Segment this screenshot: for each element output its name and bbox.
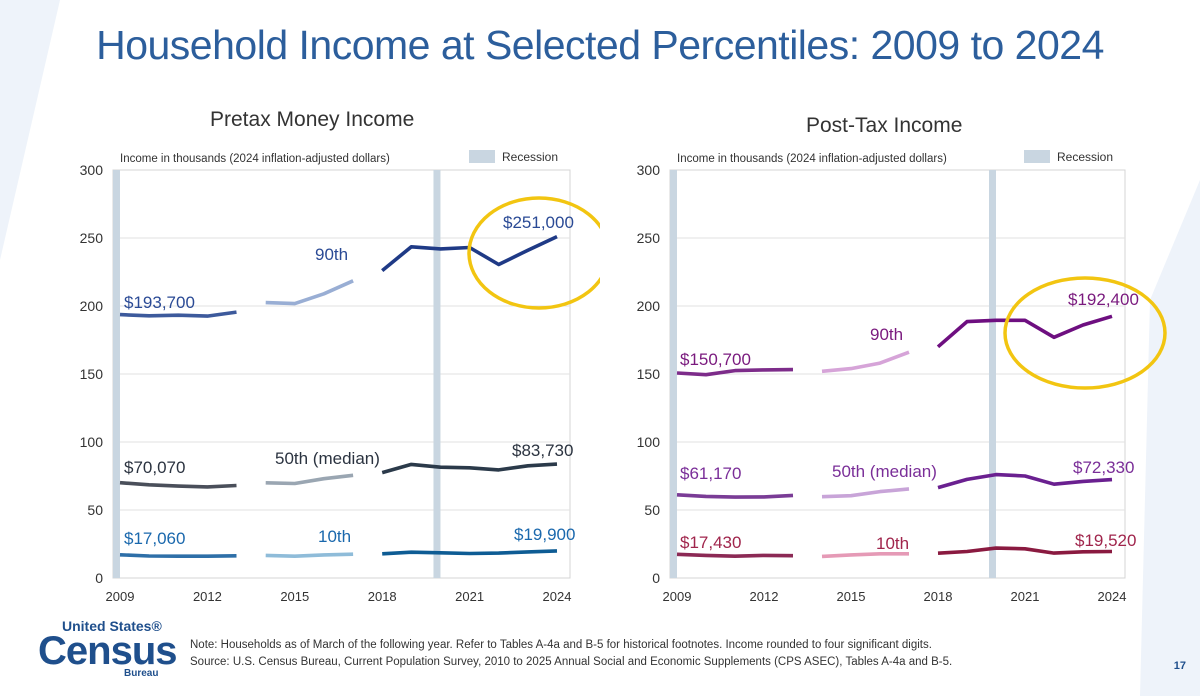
highlight-circle — [467, 196, 600, 310]
chart-pretax: 0 50 100 150 200 250 300 2009 2012 2015 2018 2021 20… — [80, 150, 600, 604]
series-line-90th — [676, 367, 794, 377]
series-line-90th — [119, 310, 237, 318]
logo-line2: Census — [38, 629, 177, 673]
end-value-label-90th: $251,000 — [503, 213, 574, 232]
x-tick-label: 2009 — [663, 589, 692, 604]
y-tick-label: 150 — [637, 366, 661, 382]
series-line-50th — [676, 493, 794, 499]
end-value-label-10th: $19,900 — [514, 525, 575, 544]
y-tick-label: 100 — [637, 434, 661, 450]
series-line-90th — [821, 350, 910, 374]
chart-title-pretax: Pretax Money Income — [210, 108, 415, 131]
end-value-label-50th: $72,330 — [1073, 458, 1134, 477]
x-tick-label: 2024 — [1098, 589, 1127, 604]
chart-posttax: 0 50 100 150 200 250 300 2009 2012 2015 2018 2021 20… — [637, 150, 1167, 604]
x-tick-label: 2015 — [837, 589, 866, 604]
y-tick-label: 200 — [637, 298, 661, 314]
y-tick-label: 250 — [637, 230, 661, 246]
series-label-50th: 50th (median) — [275, 449, 380, 468]
y-tick-label: 150 — [80, 366, 104, 382]
x-tick-label: 2018 — [924, 589, 953, 604]
end-value-label-10th: $19,520 — [1075, 531, 1136, 550]
y-tick-label: 50 — [644, 502, 660, 518]
recession-bar — [670, 170, 677, 578]
recession-bar — [113, 170, 120, 578]
start-value-label-10th: $17,060 — [124, 529, 185, 548]
legend-swatch — [469, 150, 495, 163]
page-number: 17 — [1173, 660, 1186, 672]
end-value-label-50th: $83,730 — [512, 441, 573, 460]
footnote-source: Source: U.S. Census Bureau, Current Popu… — [190, 656, 953, 668]
series-line-10th — [937, 546, 1113, 555]
x-tick-label: 2024 — [543, 589, 572, 604]
series-line-90th — [936, 314, 1113, 349]
series-line-10th — [119, 553, 237, 559]
x-tick-label: 2021 — [455, 589, 484, 604]
series-label-10th: 10th — [876, 534, 909, 553]
logo-line1: United States® — [62, 618, 162, 634]
series-label-90th: 90th — [315, 245, 348, 264]
legend-label: Recession — [502, 150, 558, 164]
highlight-circle — [1003, 276, 1167, 390]
y-tick-label: 100 — [80, 434, 104, 450]
series-line-50th — [381, 462, 558, 475]
series-label-90th: 90th — [870, 325, 903, 344]
x-tick-label: 2015 — [280, 589, 309, 604]
start-value-label-50th: $61,170 — [680, 464, 741, 483]
series-line-50th — [821, 487, 910, 499]
footnote-note: Note: Households as of March of the foll… — [190, 639, 932, 651]
y-tick-label: 0 — [95, 570, 103, 586]
x-tick-label: 2021 — [1011, 589, 1040, 604]
chart-title-posttax: Post-Tax Income — [806, 114, 963, 137]
legend-label: Recession — [1057, 150, 1113, 164]
series-line-50th — [119, 480, 237, 489]
start-value-label-50th: $70,070 — [124, 458, 185, 477]
census-logo: United States® Census Bureau — [38, 618, 177, 679]
end-value-label-90th: $192,400 — [1068, 290, 1139, 309]
series-line-10th — [382, 549, 558, 556]
series-line-50th — [937, 472, 1113, 490]
axis-title: Income in thousands (2024 inflation-adju… — [120, 153, 390, 165]
y-tick-label: 50 — [87, 502, 103, 518]
y-tick-label: 250 — [80, 230, 104, 246]
start-value-label-10th: $17,430 — [680, 533, 741, 552]
x-tick-label: 2018 — [368, 589, 397, 604]
series-label-50th: 50th (median) — [832, 462, 937, 481]
axis-title: Income in thousands (2024 inflation-adju… — [677, 153, 947, 165]
x-tick-label: 2009 — [106, 589, 135, 604]
y-tick-label: 200 — [80, 298, 104, 314]
logo-line3: Bureau — [124, 668, 159, 679]
series-line-50th — [265, 473, 354, 486]
start-value-label-90th: $150,700 — [680, 350, 751, 369]
y-tick-label: 0 — [652, 570, 660, 586]
recession-bar — [989, 170, 996, 578]
recession-bar — [433, 170, 441, 578]
y-tick-label: 300 — [637, 162, 661, 178]
series-label-10th: 10th — [318, 527, 351, 546]
footnote: Note: Households as of March of the foll… — [190, 637, 952, 671]
start-value-label-90th: $193,700 — [124, 293, 195, 312]
legend-swatch — [1024, 150, 1050, 163]
series-line-10th — [821, 551, 909, 559]
x-tick-label: 2012 — [193, 589, 222, 604]
series-line-90th — [265, 279, 354, 306]
x-tick-label: 2012 — [750, 589, 779, 604]
y-tick-label: 300 — [80, 162, 104, 178]
page-title: Household Income at Selected Percentiles… — [96, 22, 1104, 68]
series-line-10th — [676, 552, 794, 559]
series-line-10th — [265, 552, 354, 559]
